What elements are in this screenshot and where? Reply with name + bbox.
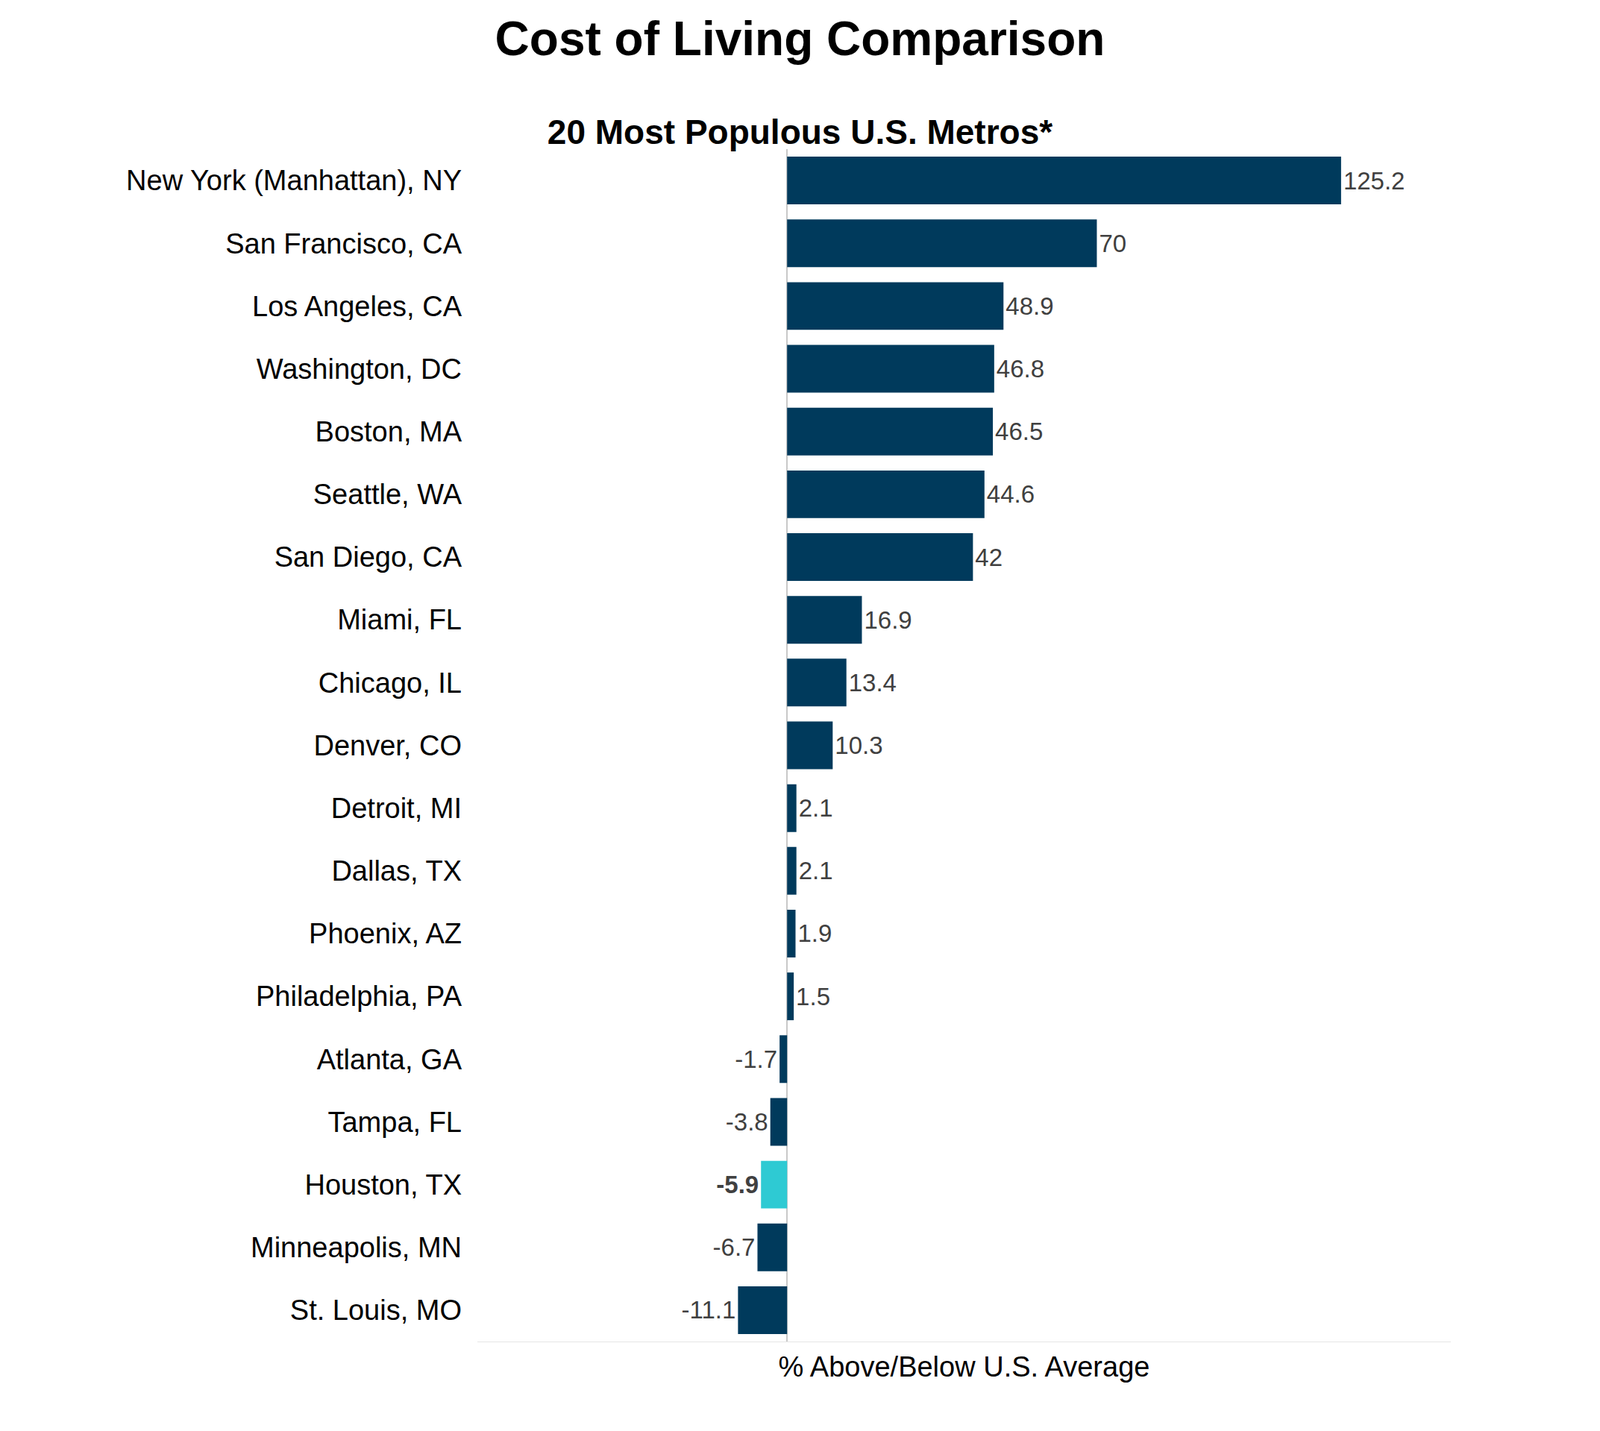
svg-text:Seattle, WA: Seattle, WA xyxy=(313,478,463,511)
svg-text:2.1: 2.1 xyxy=(798,857,834,885)
svg-text:% Above/Below U.S. Average: % Above/Below U.S. Average xyxy=(778,1351,1151,1383)
svg-text:42: 42 xyxy=(974,543,1003,572)
svg-text:Washington, DC: Washington, DC xyxy=(256,353,462,385)
svg-text:10.3: 10.3 xyxy=(834,731,883,760)
svg-text:Philadelphia, PA: Philadelphia, PA xyxy=(255,980,463,1013)
svg-text:Detroit, MI: Detroit, MI xyxy=(331,792,462,825)
svg-text:1.9: 1.9 xyxy=(798,919,833,948)
svg-text:-6.7: -6.7 xyxy=(713,1233,756,1262)
svg-text:48.9: 48.9 xyxy=(1005,292,1054,320)
svg-text:-1.7: -1.7 xyxy=(734,1045,778,1074)
svg-text:13.4: 13.4 xyxy=(848,669,897,697)
svg-text:Houston, TX: Houston, TX xyxy=(304,1169,462,1201)
svg-text:16.9: 16.9 xyxy=(863,606,912,635)
svg-text:-3.8: -3.8 xyxy=(725,1108,769,1137)
svg-text:Chicago, IL: Chicago, IL xyxy=(318,667,462,699)
svg-text:-11.1: -11.1 xyxy=(681,1296,737,1325)
svg-text:-5.9: -5.9 xyxy=(716,1171,759,1199)
svg-text:125.2: 125.2 xyxy=(1343,167,1406,195)
svg-text:San Francisco, CA: San Francisco, CA xyxy=(225,228,462,260)
svg-text:Minneapolis, MN: Minneapolis, MN xyxy=(250,1232,462,1264)
svg-text:Boston, MA: Boston, MA xyxy=(315,416,463,448)
svg-text:Atlanta, GA: Atlanta, GA xyxy=(317,1044,463,1076)
svg-text:St. Louis, MO: St. Louis, MO xyxy=(290,1294,462,1327)
svg-text:Cost of Living Comparison: Cost of Living Comparison xyxy=(495,11,1106,66)
svg-text:Denver, CO: Denver, CO xyxy=(313,730,462,762)
svg-text:Los Angeles, CA: Los Angeles, CA xyxy=(252,290,463,323)
svg-text:44.6: 44.6 xyxy=(986,480,1035,508)
svg-text:2.1: 2.1 xyxy=(798,794,834,823)
svg-text:San Diego, CA: San Diego, CA xyxy=(274,541,463,573)
svg-text:New York (Manhattan), NY: New York (Manhattan), NY xyxy=(126,164,462,197)
svg-text:Miami, FL: Miami, FL xyxy=(337,604,462,636)
svg-text:1.5: 1.5 xyxy=(795,983,831,1011)
svg-text:Dallas, TX: Dallas, TX xyxy=(331,855,462,887)
svg-text:70: 70 xyxy=(1098,229,1127,258)
svg-text:Phoenix, AZ: Phoenix, AZ xyxy=(308,918,462,950)
svg-text:46.8: 46.8 xyxy=(996,355,1045,383)
svg-text:20 Most Populous U.S. Metros*: 20 Most Populous U.S. Metros* xyxy=(547,112,1053,152)
svg-text:46.5: 46.5 xyxy=(995,417,1043,446)
svg-text:Tampa, FL: Tampa, FL xyxy=(327,1106,462,1139)
